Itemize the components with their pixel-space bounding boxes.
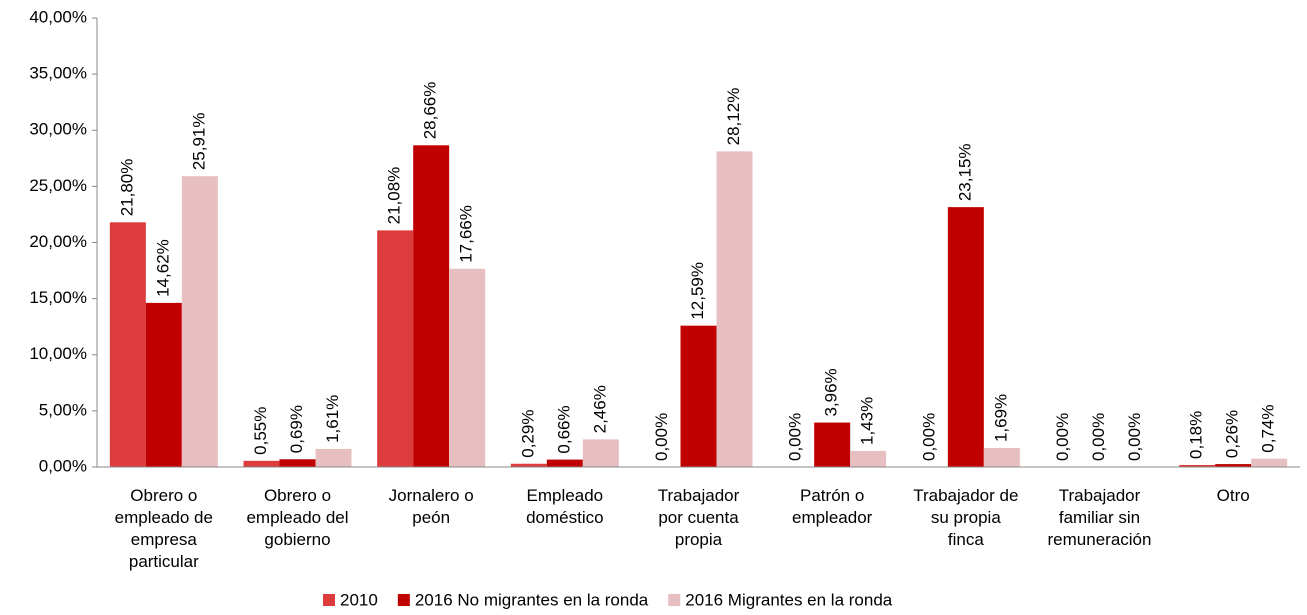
bar [279, 459, 316, 467]
value-label: 21,80% [117, 159, 136, 217]
bar [243, 460, 280, 467]
value-label: 2,46% [590, 385, 609, 433]
legend-label: 2016 No migrantes en la ronda [415, 590, 649, 609]
value-label: 1,69% [991, 394, 1010, 442]
value-label: 17,66% [457, 205, 476, 263]
value-label: 0,00% [652, 413, 671, 461]
value-label: 0,74% [1259, 404, 1278, 452]
bar [377, 230, 414, 467]
legend-label: 2016 Migrantes en la ronda [685, 590, 893, 609]
bar [1251, 458, 1288, 467]
value-label: 0,66% [554, 405, 573, 453]
value-label: 28,66% [421, 82, 440, 140]
x-tick-label: Patrón o empleador [791, 486, 873, 527]
y-tick-label: 10,00% [29, 344, 87, 363]
bar [716, 151, 753, 467]
value-label: 0,29% [518, 410, 537, 458]
y-tick-label: 0,00% [39, 456, 87, 475]
y-tick-label: 30,00% [29, 120, 87, 139]
bar [510, 463, 547, 467]
bar [315, 448, 352, 467]
value-label: 0,69% [287, 405, 306, 453]
legend-swatch [323, 594, 335, 606]
value-label: 0,55% [251, 407, 270, 455]
bar [582, 439, 619, 467]
value-label: 21,08% [385, 167, 404, 225]
legend-swatch [668, 594, 681, 606]
value-label: 0,00% [1089, 413, 1108, 461]
bar [413, 145, 450, 467]
x-tick-label: Empleado doméstico [526, 486, 604, 527]
x-tick-label: Trabajador familiar sin remuneración [1047, 486, 1152, 549]
value-label: 0,18% [1187, 411, 1206, 459]
value-label: 0,00% [786, 413, 805, 461]
bar [145, 302, 182, 467]
bar [680, 325, 717, 467]
value-label: 23,15% [955, 143, 974, 201]
x-tick-label: Trabajador por cuenta propia [657, 486, 740, 549]
value-label: 1,61% [323, 395, 342, 443]
x-tick-label: Obrero o empleado del gobierno [246, 486, 349, 549]
bar [1215, 464, 1252, 467]
x-tick-label: Obrero o empleado de empresa particular [114, 486, 213, 571]
value-label: 0,26% [1223, 410, 1242, 458]
y-tick-label: 5,00% [39, 400, 87, 419]
bar [850, 450, 887, 467]
legend-label: 2010 [340, 590, 378, 609]
legend-swatch [397, 594, 410, 606]
value-label: 14,62% [153, 239, 172, 297]
x-tick-label: Trabajador de su propia finca [913, 486, 1019, 549]
y-tick-label: 35,00% [29, 64, 87, 83]
bar [1179, 464, 1216, 467]
y-tick-label: 40,00% [29, 7, 87, 26]
value-label: 0,00% [1125, 413, 1144, 461]
bar [449, 268, 486, 467]
bar [181, 176, 218, 467]
value-label: 0,00% [919, 413, 938, 461]
bar [546, 459, 583, 467]
value-label: 1,43% [858, 397, 877, 445]
bar [814, 422, 851, 467]
y-tick-label: 25,00% [29, 176, 87, 195]
value-label: 0,00% [1053, 413, 1072, 461]
value-label: 28,12% [724, 88, 743, 146]
bar [947, 207, 984, 468]
x-tick-label: Otro [1216, 486, 1250, 505]
y-tick-label: 20,00% [29, 232, 87, 251]
y-tick-label: 15,00% [29, 288, 87, 307]
value-label: 12,59% [688, 262, 707, 320]
bar [109, 222, 146, 467]
bar [983, 448, 1020, 467]
value-label: 25,91% [189, 112, 208, 170]
value-label: 3,96% [822, 368, 841, 416]
x-tick-label: Jornalero o peón [388, 486, 474, 527]
